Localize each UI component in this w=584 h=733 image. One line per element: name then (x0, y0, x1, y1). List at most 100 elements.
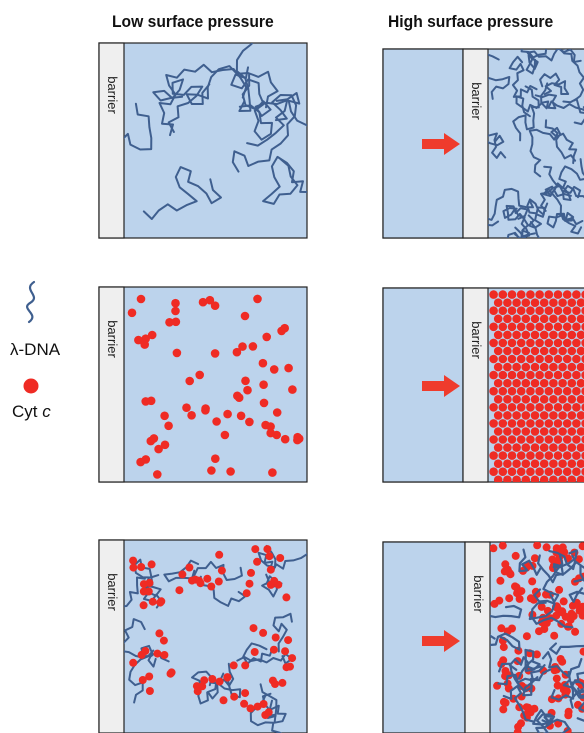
cyt-dot (498, 338, 508, 348)
cyt-dot (205, 295, 215, 305)
cyt-dot (548, 555, 557, 564)
barrier-label: barrier (105, 573, 120, 611)
cyt-dot (535, 451, 544, 460)
cyt-dot (507, 419, 517, 428)
barrier (98, 286, 125, 483)
cyt-dot (507, 322, 517, 332)
dna-strand (488, 187, 534, 227)
cyt-dot (537, 602, 546, 611)
cyt-dot (512, 378, 521, 388)
cyt-dot (552, 674, 561, 683)
cyt-dot (535, 386, 544, 396)
cyt-dot (539, 395, 549, 404)
cyt-dot (572, 386, 581, 396)
dna-strand (191, 670, 213, 705)
dna-strand (198, 575, 247, 607)
cyt-dot (567, 459, 577, 469)
cyt-dot (288, 654, 297, 663)
panel-high-row-1: barrier (382, 48, 584, 239)
dna-strand (515, 82, 550, 118)
cyt-dot (159, 636, 168, 645)
cyt-dot (141, 397, 150, 406)
cyt-dot (149, 434, 159, 443)
dna-strand (558, 49, 584, 102)
dna-strand (517, 648, 542, 680)
dna-strand (531, 49, 548, 70)
panel-high-row-3: barrier (382, 541, 584, 733)
cyt-dot (516, 419, 526, 428)
dna-strand (152, 78, 204, 133)
cyt-dot (576, 411, 584, 420)
cyt-dot (535, 435, 544, 444)
cyt-dot (512, 395, 521, 404)
dna-strand (541, 651, 583, 678)
cyt-dot (578, 542, 584, 551)
cyt-dot (558, 543, 567, 552)
cyt-dot (581, 371, 584, 380)
cyt-dot (493, 427, 503, 436)
title-high: High surface pressure (388, 12, 554, 31)
cyt-dot (544, 290, 554, 299)
cyt-dot (535, 322, 544, 332)
panels: barrier barrier barrier barrier barrier barri… (98, 42, 584, 733)
cyt-dot (555, 585, 564, 594)
cyt-dot (266, 428, 276, 438)
cyt-dot (544, 370, 554, 380)
cyt-dot (282, 593, 291, 602)
cyt-dot (507, 467, 517, 477)
cyt-dot (185, 563, 194, 572)
cyt-dot (490, 599, 499, 608)
cyt-dot (567, 298, 577, 308)
cyt-dot (530, 459, 540, 469)
cyt-dot (141, 647, 150, 655)
dna-strand (230, 66, 273, 141)
cyt-dot (493, 395, 503, 404)
title-low: Low surface pressure (112, 12, 274, 31)
dna-strand (498, 662, 541, 693)
cyt-dot (489, 386, 498, 396)
cyt-dot (544, 338, 554, 348)
cyt-dot (185, 376, 194, 386)
cyt-dot (172, 348, 182, 358)
cyt-dot (493, 298, 503, 308)
cyt-dot (512, 443, 521, 452)
dna-strand (272, 612, 293, 653)
dna-strand (530, 601, 574, 629)
cyt-dot (278, 678, 287, 687)
dna-strand (518, 548, 542, 576)
cyt-dot (572, 467, 581, 477)
cyt-legend-icon (23, 378, 39, 394)
cyt-dot (521, 395, 531, 404)
dna-strand (193, 560, 243, 581)
cyt-dot (572, 435, 581, 444)
cyt-dot (489, 403, 498, 412)
dna-strand (550, 671, 584, 701)
cyt-dot (535, 403, 544, 412)
cyt-dot (280, 323, 290, 333)
cyt-dot (242, 589, 251, 598)
compression-arrow (422, 630, 460, 652)
panel-low-row-2: barrier (98, 286, 308, 483)
cyt-dot (576, 362, 584, 372)
trough-content (124, 43, 307, 220)
cyt-dot (253, 294, 262, 304)
cyt-dot (567, 411, 577, 420)
cyt-dot (531, 587, 540, 596)
cyt-dot (530, 427, 540, 436)
cyt-dot (507, 370, 517, 380)
cyt-dot (249, 624, 258, 633)
dna-strand (562, 670, 584, 695)
cyt-dot (140, 340, 149, 349)
cyt-dot (508, 624, 516, 633)
dna-strand (532, 708, 556, 726)
cyt-dot (562, 354, 572, 364)
cyt-dot (581, 451, 584, 460)
dna-strand (271, 551, 307, 573)
cyt-dot (246, 704, 255, 713)
cyt-dot (571, 627, 580, 636)
cyt-dot (526, 594, 535, 603)
cyt-dot (558, 346, 567, 356)
cyt-dot (155, 629, 164, 638)
dna-strand (522, 668, 552, 697)
cyt-dot (230, 692, 239, 701)
